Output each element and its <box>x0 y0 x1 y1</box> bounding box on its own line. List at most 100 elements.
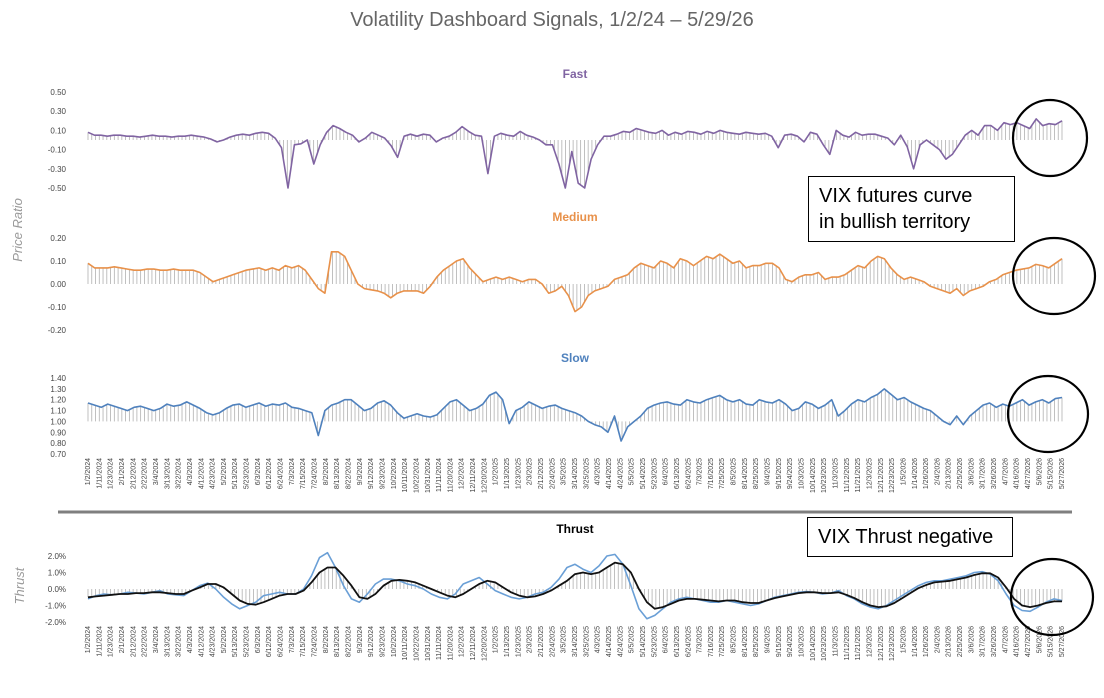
upper-date-tick: 3/17/2026 <box>980 458 987 489</box>
medium-y-tick: 0.20 <box>50 234 66 243</box>
chart-title: Volatility Dashboard Signals, 1/2/24 – 5… <box>350 9 754 31</box>
lower-date-tick: 2/24/2025 <box>549 626 556 657</box>
thrust-series-line <box>87 551 1063 620</box>
upper-date-tick: 3/22/2024 <box>176 458 183 489</box>
medium-series-line <box>87 251 1063 313</box>
lower-date-tick: 5/2/2024 <box>221 626 228 653</box>
lower-date-tick: 6/3/2024 <box>255 626 262 653</box>
lower-date-tick: 12/11/2024 <box>470 626 477 661</box>
upper-date-tick: 9/15/2025 <box>776 458 783 489</box>
upper-date-tick: 9/12/2024 <box>368 458 375 489</box>
slow-y-tick: 1.10 <box>50 407 66 416</box>
upper-date-tick: 9/4/2025 <box>765 458 772 485</box>
fast-y-tick: 0.10 <box>50 126 66 135</box>
slow-y-tick: 0.90 <box>50 428 66 437</box>
lower-date-tick: 12/12/2025 <box>878 626 885 661</box>
lower-date-tick: 3/22/2024 <box>176 626 183 657</box>
upper-date-tick: 2/22/2024 <box>142 458 149 489</box>
upper-date-tick: 11/11/2024 <box>436 458 443 492</box>
upper-date-tick: 1/13/2025 <box>504 458 511 489</box>
upper-date-tick: 11/12/2025 <box>844 458 851 493</box>
lower-date-axis: 1/2/2024 1/11/2024 1/23/2024 2/1/2024 2/12/2… <box>85 626 1066 661</box>
upper-date-tick: 4/24/2025 <box>617 458 624 489</box>
upper-date-tick: 7/15/2024 <box>300 458 307 489</box>
upper-date-tick: 4/12/2024 <box>198 458 205 489</box>
lower-date-tick: 5/13/2024 <box>232 626 239 657</box>
medium-highlight-circle <box>1011 236 1097 316</box>
upper-date-tick: 6/12/2024 <box>266 458 273 489</box>
lower-date-tick: 9/15/2025 <box>776 626 783 657</box>
lower-date-tick: 3/26/2026 <box>991 626 998 657</box>
lower-date-tick: 12/20/2024 <box>481 626 488 661</box>
lower-date-tick: 10/3/2025 <box>799 626 806 657</box>
slow-bars <box>87 389 1063 439</box>
lower-date-tick: 8/25/2025 <box>753 626 760 657</box>
upper-date-tick: 1/26/2026 <box>923 458 930 489</box>
chart-panels: Fast 0.50 0.30 0.10 -0.10 -0.30 -0.50 Medium 0.2… <box>45 67 1066 661</box>
slow-highlight-circle <box>1006 374 1090 454</box>
fast-y-tick: 0.50 <box>50 88 66 97</box>
upper-date-tick: 1/5/2026 <box>900 458 907 485</box>
thrust-negative-callout: VIX Thrust negative <box>807 517 1013 557</box>
thrust-y-tick: 1.0% <box>48 569 66 578</box>
lower-date-tick: 9/3/2024 <box>357 626 364 653</box>
slow-panel-title: Slow <box>561 351 590 365</box>
lower-date-tick: 12/23/2025 <box>889 626 896 661</box>
lower-date-tick: 1/13/2025 <box>504 626 511 657</box>
upper-date-tick: 2/24/2025 <box>549 458 556 489</box>
lower-date-tick: 11/12/2025 <box>844 626 851 661</box>
lower-date-tick: 11/20/2024 <box>447 626 454 661</box>
medium-bars <box>87 251 1063 311</box>
upper-date-tick: 8/22/2024 <box>346 458 353 489</box>
lower-date-tick: 6/13/2025 <box>674 626 681 657</box>
upper-date-tick: 4/3/2025 <box>595 458 602 485</box>
upper-date-tick: 10/2/2024 <box>391 458 398 489</box>
lower-date-tick: 2/25/2026 <box>957 626 964 657</box>
lower-date-tick: 8/5/2025 <box>731 626 738 653</box>
upper-date-tick: 1/14/2026 <box>912 458 919 489</box>
fast-y-tick: 0.30 <box>50 107 66 116</box>
upper-date-tick: 7/24/2024 <box>312 458 319 489</box>
thrust-y-tick: 2.0% <box>48 552 66 561</box>
thrust-panel: Thrust 2.0% 1.0% 0.0% -1.0% -2.0% <box>45 522 1063 627</box>
fast-panel-title: Fast <box>563 67 588 81</box>
upper-date-tick: 3/14/2025 <box>572 458 579 489</box>
upper-date-tick: 7/3/2025 <box>697 458 704 485</box>
lower-date-tick: 4/7/2026 <box>1002 626 1009 653</box>
upper-date-axis: 1/2/2024 1/11/2024 1/23/2024 2/1/2024 2/12/2… <box>85 458 1066 493</box>
upper-date-tick: 5/13/2024 <box>232 458 239 489</box>
lower-date-tick: 6/12/2024 <box>266 626 273 657</box>
lower-date-tick: 3/14/2025 <box>572 626 579 657</box>
upper-date-tick: 5/5/2025 <box>629 458 636 485</box>
lower-date-tick: 11/21/2025 <box>855 626 862 661</box>
slow-y-tick: 1.40 <box>50 374 66 383</box>
lower-date-tick: 3/6/2026 <box>968 626 975 653</box>
lower-date-tick: 11/3/2025 <box>833 626 840 657</box>
upper-date-tick: 7/25/2025 <box>719 458 726 489</box>
upper-date-tick: 3/26/2026 <box>991 458 998 489</box>
upper-date-tick: 10/14/2025 <box>810 458 817 493</box>
upper-date-tick: 8/25/2025 <box>753 458 760 489</box>
upper-date-tick: 5/15/2026 <box>1048 458 1055 489</box>
lower-date-tick: 7/25/2025 <box>719 626 726 657</box>
upper-date-tick: 2/12/2024 <box>130 458 137 489</box>
lower-date-tick: 11/11/2024 <box>436 626 443 660</box>
upper-date-tick: 2/1/2024 <box>119 458 126 485</box>
lower-date-tick: 6/24/2025 <box>685 626 692 657</box>
upper-date-tick: 8/13/2024 <box>334 458 341 489</box>
upper-date-tick: 12/20/2024 <box>481 458 488 493</box>
upper-date-tick: 3/5/2025 <box>561 458 568 485</box>
lower-date-tick: 1/23/2024 <box>108 626 115 657</box>
lower-date-tick: 5/15/2026 <box>1048 626 1055 657</box>
lower-date-tick: 10/14/2025 <box>810 626 817 661</box>
lower-date-tick: 8/2/2024 <box>323 626 330 653</box>
slow-y-tick: 1.00 <box>50 417 66 426</box>
lower-date-tick: 8/13/2024 <box>334 626 341 657</box>
thrust-y-tick: 0.0% <box>48 585 66 594</box>
lower-date-tick: 9/23/2024 <box>380 626 387 657</box>
lower-date-tick: 7/3/2025 <box>697 626 704 653</box>
lower-date-tick: 1/26/2026 <box>923 626 930 657</box>
upper-date-tick: 9/3/2024 <box>357 458 364 485</box>
lower-date-tick: 3/13/2024 <box>164 626 171 657</box>
